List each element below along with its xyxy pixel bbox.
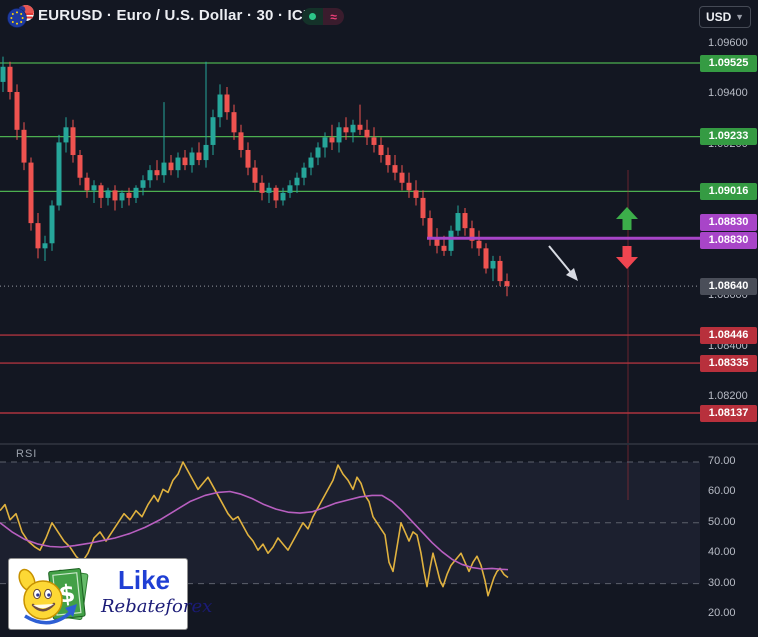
candlestick (343, 127, 349, 133)
candlestick (49, 205, 55, 244)
candlestick (504, 281, 510, 287)
candlestick (147, 170, 153, 181)
candlestick (119, 192, 125, 201)
candlestick (126, 192, 132, 198)
candlestick (70, 127, 76, 156)
candlestick (301, 167, 307, 178)
candlestick (98, 185, 104, 198)
candlestick (63, 127, 69, 143)
candlestick (399, 172, 405, 183)
market-status-pill[interactable]: ≈ (302, 8, 344, 25)
candlestick (84, 177, 90, 191)
candlestick (315, 147, 321, 158)
candlestick (357, 124, 363, 130)
candlestick (476, 240, 482, 249)
rsi-pane-title[interactable]: RSI (16, 448, 38, 460)
candlestick (252, 167, 258, 183)
candlestick (238, 132, 244, 150)
candlestick (497, 260, 503, 282)
logo-text: Like Rebateforex (101, 565, 213, 619)
candlestick (56, 142, 62, 206)
candlestick (7, 66, 13, 92)
candlestick (364, 129, 370, 138)
drawn-arrow-line[interactable] (548, 245, 573, 275)
candlestick (483, 248, 489, 269)
candlestick (350, 124, 356, 133)
logo-brand-text: Rebateforex (101, 596, 213, 617)
candlestick (182, 157, 188, 166)
candlestick (231, 112, 237, 133)
candlestick (91, 185, 97, 191)
candlestick (413, 190, 419, 198)
candlestick (140, 180, 146, 188)
drawn-arrow-head[interactable] (566, 268, 578, 281)
candlestick (77, 155, 83, 178)
candlestick (189, 152, 195, 166)
candlestick (245, 149, 251, 168)
eu-flag-icon (7, 8, 27, 28)
candlestick (294, 177, 300, 186)
candlestick (406, 182, 412, 191)
candlestick (42, 243, 48, 249)
candlestick (322, 137, 328, 148)
candlestick (329, 137, 335, 143)
candlestick (259, 182, 265, 193)
candlestick (490, 260, 496, 269)
candlestick (105, 190, 111, 198)
candlestick (266, 187, 272, 193)
candlestick (154, 170, 160, 176)
candlestick (427, 218, 433, 239)
candlestick (196, 152, 202, 161)
candlestick (168, 162, 174, 171)
chevron-down-icon: ▼ (735, 12, 744, 22)
candlestick (112, 190, 118, 201)
candlestick (469, 228, 475, 241)
thumbs-up-smiley-icon: $ (18, 568, 89, 625)
rsi-ma-line (0, 490, 509, 571)
candlestick (336, 127, 342, 143)
candlestick (203, 144, 209, 161)
candlestick (21, 129, 27, 163)
currency-selector-value: USD (706, 10, 732, 24)
candlestick (210, 117, 216, 145)
rebateforex-logo: $ Like Rebateforex (8, 558, 213, 630)
candlestick (378, 144, 384, 156)
candlestick (308, 157, 314, 168)
delayed-data-icon: ≈ (323, 8, 344, 25)
symbol-title[interactable]: EURUSD · Euro / U.S. Dollar · 30 · ICE (38, 7, 314, 24)
candlestick (224, 94, 230, 113)
candlestick (133, 187, 139, 198)
candlestick (287, 185, 293, 193)
candlestick (0, 66, 6, 82)
currency-selector[interactable]: USD ▼ (699, 6, 751, 28)
candlestick (371, 137, 377, 145)
candlestick (175, 157, 181, 171)
candlestick (434, 238, 440, 246)
candlestick (455, 213, 461, 231)
candlestick (217, 94, 223, 118)
candlestick (28, 162, 34, 224)
logo-like-text: Like (117, 565, 171, 595)
down-arrow-icon[interactable] (616, 246, 638, 269)
candlestick (385, 155, 391, 166)
candlestick (280, 192, 286, 201)
symbol-flag-icon (7, 5, 34, 28)
up-arrow-icon[interactable] (616, 207, 638, 230)
market-open-dot-icon (302, 8, 323, 25)
candlestick (35, 223, 41, 249)
candlestick (448, 230, 454, 251)
candlestick (392, 165, 398, 173)
candlestick (161, 162, 167, 176)
chart-header: EURUSD · Euro / U.S. Dollar · 30 · ICE ≈… (0, 0, 758, 32)
candlestick (462, 213, 468, 229)
candlestick (420, 197, 426, 219)
candlestick (273, 187, 279, 201)
candlestick (14, 91, 20, 130)
candlestick (441, 245, 447, 251)
